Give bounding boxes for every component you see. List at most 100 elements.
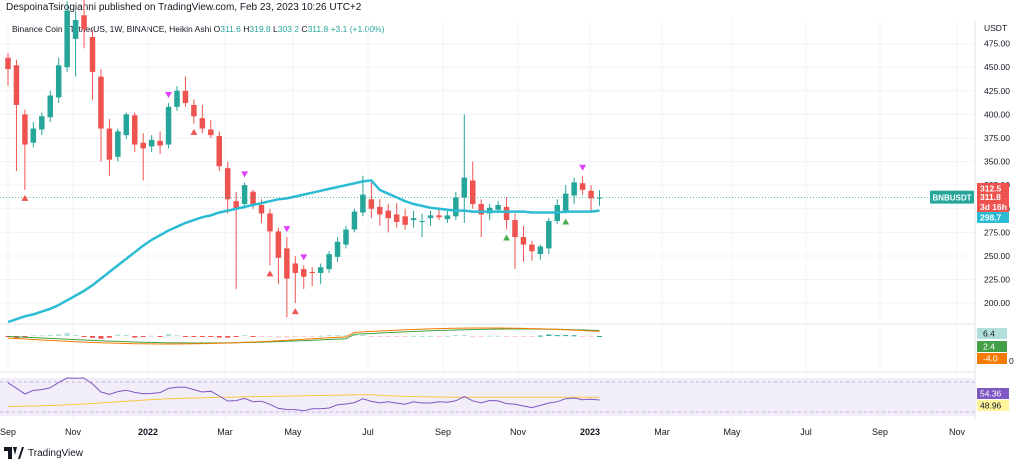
candle-body xyxy=(216,136,222,167)
macd-histogram-bar xyxy=(166,334,172,336)
candle-body xyxy=(39,116,45,130)
price-tag-label: 312.5 xyxy=(980,183,1002,193)
signal-up-triangle xyxy=(562,218,570,225)
macd-histogram-bar xyxy=(199,336,205,337)
candle-body xyxy=(250,191,256,205)
candle-body xyxy=(326,254,332,270)
macd-histogram-bar xyxy=(377,336,383,337)
candle-body xyxy=(470,180,476,205)
macd-histogram-bar xyxy=(546,334,552,336)
macd-histogram-bar xyxy=(597,335,602,337)
macd-histogram-bar xyxy=(537,335,543,337)
candle-body xyxy=(191,104,197,117)
currency-label: USDT xyxy=(984,23,1007,33)
macd-histogram-bar xyxy=(73,335,79,336)
candle-body xyxy=(132,115,138,145)
macd-histogram-bar xyxy=(115,334,121,336)
macd-histogram-bar xyxy=(343,335,349,337)
signal-up-triangle xyxy=(503,234,511,241)
macd-histogram-bar xyxy=(157,336,163,337)
candle-body xyxy=(486,207,493,214)
macd-histogram-bar xyxy=(225,336,231,338)
x-tick-label: Mar xyxy=(654,427,670,437)
macd-histogram-bar xyxy=(81,336,87,337)
symbol-tag-label: BNBUSDT xyxy=(932,194,971,203)
candle-body xyxy=(503,206,510,221)
y-tick-label: 450.00 xyxy=(984,62,1010,72)
macd-signal-line xyxy=(7,328,600,344)
macd-value-tag xyxy=(977,353,1007,364)
macd-histogram-bar xyxy=(360,335,366,337)
candle-body xyxy=(292,263,299,273)
high-value: 319.8 xyxy=(249,24,271,34)
candle-body xyxy=(258,204,265,214)
macd-histogram-bar xyxy=(250,336,256,337)
rsi-ma-value-tag xyxy=(977,400,1009,411)
low-label: L xyxy=(273,24,278,34)
macd-histogram-bar xyxy=(22,336,28,338)
candle-body xyxy=(89,36,96,72)
rsi-line xyxy=(7,377,600,412)
candle-body xyxy=(419,221,425,223)
candle-body xyxy=(571,182,577,196)
candle-body xyxy=(22,114,28,145)
candle-body xyxy=(529,244,535,252)
candle-body xyxy=(368,199,375,209)
macd-histogram-bar xyxy=(478,336,484,337)
y-tick-label: 400.00 xyxy=(984,109,1010,119)
candle-body xyxy=(174,90,180,107)
y-tick-label: 350.00 xyxy=(984,157,1010,167)
footer-brand-label: TradingView xyxy=(28,447,84,459)
signal-up-triangle xyxy=(266,270,274,277)
candle-body xyxy=(47,95,53,118)
candle-body xyxy=(267,213,273,232)
signal-up-triangle xyxy=(21,194,29,201)
candle-body xyxy=(453,197,459,217)
macd-histogram-bar xyxy=(174,335,180,337)
x-tick-label: Jul xyxy=(800,427,812,437)
macd-histogram-bar xyxy=(208,336,214,337)
macd-histogram-bar xyxy=(411,335,417,337)
macd-histogram-bar xyxy=(394,336,400,337)
signal-down-triangle xyxy=(579,164,587,171)
macd-histogram-bar xyxy=(554,335,560,337)
macd-histogram-bar xyxy=(242,335,248,336)
macd-histogram-bar xyxy=(191,336,197,337)
macd-histogram-bar xyxy=(47,334,53,336)
candle-body xyxy=(148,139,155,147)
x-tick-label: May xyxy=(284,427,302,437)
x-tick-label: Nov xyxy=(65,427,82,437)
macd-histogram-bar xyxy=(461,334,467,336)
y-tick-label: 275.00 xyxy=(984,227,1010,237)
y-tick-label: 300.00 xyxy=(984,204,1010,214)
price-tag xyxy=(977,182,1009,194)
macd-histogram-bar xyxy=(470,336,476,338)
y-tick-label: 225.00 xyxy=(984,275,1010,285)
symbol-tag xyxy=(930,190,974,204)
macd-histogram-bar xyxy=(39,335,45,337)
candle-body xyxy=(461,177,468,198)
macd-histogram-bar xyxy=(580,336,586,337)
macd-histogram-bar xyxy=(123,334,129,336)
candle-body xyxy=(5,57,11,70)
macd-histogram-bar xyxy=(132,336,138,338)
macd-value-label: -4.0 xyxy=(983,354,998,364)
macd-histogram-bar xyxy=(436,336,442,337)
candle-body xyxy=(64,10,70,68)
y-tick-label: 200.00 xyxy=(984,298,1010,308)
candle-body xyxy=(30,128,37,143)
macd-histogram-bar xyxy=(98,336,104,339)
low-value: 303.2 xyxy=(277,24,300,34)
close-label: C xyxy=(301,24,308,34)
y-tick-label: 425.00 xyxy=(984,86,1010,96)
open-value: 311.6 xyxy=(220,24,241,34)
candle-body xyxy=(55,65,62,98)
macd-histogram-bar xyxy=(182,336,188,337)
y-tick-label: 250.00 xyxy=(984,251,1010,261)
macd-histogram-bar xyxy=(419,335,425,337)
macd-histogram-bar xyxy=(275,336,281,338)
macd-histogram-bar xyxy=(351,335,357,337)
macd-histogram-bar xyxy=(30,335,36,337)
macd-histogram-bar xyxy=(318,335,324,337)
